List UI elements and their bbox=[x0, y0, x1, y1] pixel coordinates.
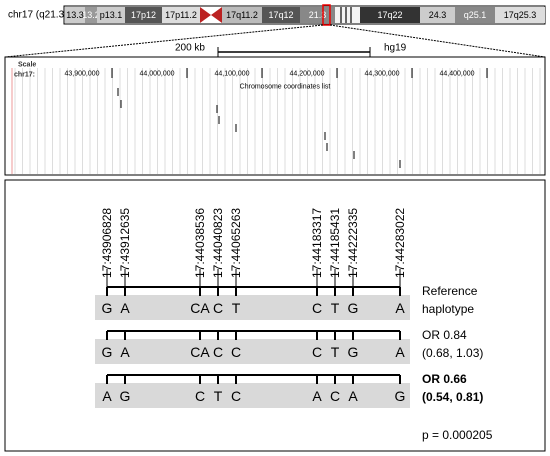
allele: C bbox=[312, 300, 322, 316]
band-label: 21.3 bbox=[309, 10, 327, 20]
band-label: 17p11.2 bbox=[165, 10, 197, 20]
haplotype-label: Reference bbox=[422, 284, 478, 298]
allele: T bbox=[232, 300, 241, 316]
allele: A bbox=[348, 388, 358, 404]
haplotype-label: (0.68, 1.03) bbox=[422, 346, 483, 360]
allele: G bbox=[348, 344, 359, 360]
band-label: 17q25.3 bbox=[504, 10, 537, 20]
allele: C bbox=[231, 344, 241, 360]
coordinate-label: 44,000,000 bbox=[139, 71, 174, 78]
haplotype-bar bbox=[95, 339, 410, 364]
band bbox=[222, 7, 262, 23]
browser-panel bbox=[4, 56, 546, 176]
band-label: 24.3 bbox=[429, 10, 447, 20]
band-stripe bbox=[350, 7, 352, 23]
allele: A bbox=[120, 300, 130, 316]
allele: G bbox=[102, 344, 113, 360]
snp-label: 17:44185431 bbox=[328, 208, 342, 278]
coordinate-label: 44,200,000 bbox=[289, 71, 324, 78]
band bbox=[125, 7, 162, 23]
allele: C bbox=[231, 388, 241, 404]
allele: C bbox=[213, 344, 223, 360]
band-label: 17q22 bbox=[377, 10, 402, 20]
allele: C bbox=[330, 388, 340, 404]
allele: A bbox=[395, 300, 405, 316]
band bbox=[495, 7, 545, 23]
allele: C bbox=[213, 300, 223, 316]
band bbox=[262, 7, 300, 23]
allele: G bbox=[120, 388, 131, 404]
snp-label: 17:44283022 bbox=[393, 208, 407, 278]
track-label: Chromosome coordinates list bbox=[240, 84, 331, 91]
allele: CA bbox=[190, 344, 210, 360]
allele: CA bbox=[190, 300, 210, 316]
allele: T bbox=[214, 388, 223, 404]
haplotype-bar bbox=[95, 383, 410, 408]
band bbox=[335, 7, 360, 23]
band bbox=[300, 7, 335, 23]
allele: T bbox=[331, 300, 340, 316]
haplotype-bar bbox=[95, 295, 410, 320]
allele: G bbox=[348, 300, 359, 316]
coordinate-label: 44,400,000 bbox=[439, 71, 474, 78]
band-label: 13.3 bbox=[66, 10, 84, 20]
scale-bar-label: 200 kb bbox=[175, 43, 205, 54]
snp-label: 17:44065263 bbox=[229, 208, 243, 278]
band bbox=[420, 7, 455, 23]
highlight bbox=[322, 4, 331, 26]
allele: G bbox=[395, 388, 406, 404]
snp-label: 17:44038536 bbox=[193, 208, 207, 278]
p-value: p = 0.000205 bbox=[422, 428, 493, 442]
zoom-line bbox=[329, 24, 546, 58]
band-label: 17q12 bbox=[268, 10, 293, 20]
allele: G bbox=[102, 300, 113, 316]
chromosome-label: chr17 (q21.31) bbox=[8, 10, 73, 21]
browser-grid bbox=[11, 68, 541, 174]
allele: T bbox=[331, 344, 340, 360]
haplotype-label: OR 0.66 bbox=[422, 372, 467, 386]
band-label: 17p12 bbox=[131, 10, 156, 20]
allele: A bbox=[312, 388, 322, 404]
band bbox=[455, 7, 495, 23]
coordinate-label: 44,300,000 bbox=[364, 71, 399, 78]
band bbox=[360, 7, 420, 23]
band-label: 17q11.2 bbox=[226, 10, 258, 20]
snp-label: 17:44040823 bbox=[211, 208, 225, 278]
snp-label: 17:43912635 bbox=[118, 208, 132, 278]
allele: A bbox=[120, 344, 130, 360]
scale-label: Scale bbox=[18, 62, 36, 69]
band-stripe bbox=[340, 7, 342, 23]
coordinate-label: 43,900,000 bbox=[64, 71, 99, 78]
snp-label: 17:44222335 bbox=[346, 208, 360, 278]
haplotype-label: OR 0.84 bbox=[422, 328, 467, 342]
band bbox=[97, 7, 125, 23]
band-label: 13.2 bbox=[82, 10, 100, 20]
ideogram: 13.313.2 p13.1 17p12 17p11.2 17q11.2 17q12 21.… bbox=[63, 4, 546, 26]
band-stripe bbox=[345, 7, 347, 23]
band-label: q25.1 bbox=[464, 10, 487, 20]
band bbox=[162, 7, 200, 23]
allele: A bbox=[395, 344, 405, 360]
band-label: p13.1 bbox=[100, 10, 123, 20]
assembly-label: hg19 bbox=[384, 43, 407, 54]
band bbox=[65, 7, 85, 23]
zoom-line bbox=[4, 24, 324, 58]
coordinates: 43,900,000 44,000,000 44,100,000 44,200,000… bbox=[64, 68, 488, 78]
allele: C bbox=[312, 344, 322, 360]
centromere bbox=[200, 7, 222, 23]
snp-label: 17:44183317 bbox=[310, 208, 324, 278]
chrom-label: chr17: bbox=[14, 72, 35, 79]
haplotypes: 17:43906828 17:43912635 17:44038536 17:4404… bbox=[95, 208, 483, 408]
allele: A bbox=[102, 388, 112, 404]
band bbox=[85, 7, 97, 23]
haplotype-label: haplotype bbox=[422, 302, 474, 316]
coordinate-label: 44,100,000 bbox=[214, 71, 249, 78]
allele: C bbox=[195, 388, 205, 404]
snp-label: 17:43906828 bbox=[100, 208, 114, 278]
haplotype-label: (0.54, 0.81) bbox=[422, 390, 483, 404]
